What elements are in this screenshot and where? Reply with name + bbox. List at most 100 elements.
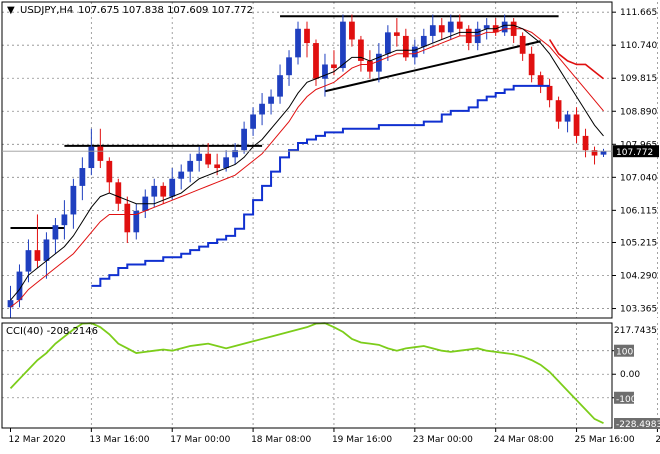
candle	[465, 25, 472, 51]
price-tick-label: 106.115	[620, 206, 657, 216]
candle-body	[528, 53, 535, 76]
time-tick-label: 17 Mar 00:00	[170, 435, 230, 445]
candle	[564, 110, 571, 133]
candle	[519, 32, 526, 61]
candle-body	[331, 64, 337, 69]
candle	[259, 93, 265, 126]
cci-tick-label: -100	[616, 395, 637, 405]
candle-body	[160, 185, 167, 197]
candle	[133, 203, 140, 240]
candle	[546, 78, 553, 108]
candle-body	[169, 178, 176, 197]
candle	[34, 214, 41, 269]
candle	[205, 143, 212, 169]
candle	[250, 107, 256, 136]
candle-body	[376, 53, 382, 72]
candle	[178, 164, 185, 190]
time-tick-label: 25 Mar 16:00	[575, 435, 635, 445]
candle-body	[196, 153, 203, 161]
candle-body	[106, 160, 113, 183]
candle-body	[313, 43, 319, 79]
candle	[340, 14, 346, 72]
candle-body	[187, 160, 194, 172]
price-tick-label: 105.215	[620, 238, 657, 248]
candle-body	[52, 225, 59, 240]
candle	[232, 143, 238, 165]
candle	[187, 153, 194, 183]
candle-body	[286, 57, 292, 76]
cci-pane	[2, 322, 612, 425]
trendline[interactable]	[324, 40, 541, 93]
candle	[591, 146, 598, 165]
candle	[124, 196, 131, 244]
candle	[169, 168, 176, 201]
candle	[115, 178, 122, 211]
stop-line	[91, 84, 550, 287]
indicator-label: CCI(40) -208.2146	[6, 326, 98, 337]
candle-body	[483, 25, 490, 29]
candle-body	[519, 35, 526, 54]
cci-line	[9, 322, 604, 425]
candles	[7, 14, 607, 318]
candle	[7, 285, 14, 318]
candle	[537, 71, 544, 94]
cci-min-marker	[614, 418, 660, 429]
candle-body	[555, 100, 562, 122]
current-price-label: 107.772	[616, 148, 653, 158]
time-tick-label: 12 Mar 2020	[8, 435, 65, 445]
candle-body	[349, 21, 355, 40]
candle	[295, 21, 301, 65]
candle	[411, 39, 418, 65]
candle	[384, 25, 391, 61]
chart-ohlc-label: 107.675 107.838 107.609 107.772	[78, 5, 253, 16]
candle-body	[322, 64, 328, 79]
candle-body	[151, 185, 158, 197]
candle-body	[393, 32, 400, 36]
candle-body	[438, 25, 445, 33]
candle-body	[43, 239, 50, 261]
candle	[196, 146, 203, 172]
price-tick-label: 109.815	[620, 74, 657, 84]
candle-body	[304, 28, 310, 44]
candle-body	[88, 146, 95, 169]
candle-body	[7, 300, 14, 308]
candle	[268, 89, 274, 115]
candle-body	[411, 46, 418, 58]
candle-body	[79, 168, 86, 186]
candle-body	[384, 32, 391, 54]
indicator-pane-frame	[1, 322, 613, 429]
candle	[79, 157, 86, 201]
candle-body	[214, 164, 221, 169]
candle-body	[501, 21, 508, 33]
time-tick-label: 23 Mar 00:00	[413, 435, 473, 445]
candle	[43, 232, 50, 279]
candle	[106, 157, 113, 194]
candle-body	[582, 135, 589, 151]
candle-body	[25, 250, 32, 272]
candle-body	[205, 153, 212, 165]
candle	[582, 128, 589, 158]
candle	[304, 21, 310, 58]
moving-averages	[10, 24, 605, 308]
candle	[402, 28, 409, 61]
candle	[349, 14, 355, 47]
candle	[447, 14, 454, 40]
candle-body	[259, 103, 265, 115]
candle-body	[447, 21, 454, 33]
candle	[52, 218, 59, 254]
candle	[429, 14, 436, 44]
candle-body	[97, 146, 104, 161]
cci-tick-label: 100	[616, 348, 633, 358]
window-menu-icon[interactable]: ▼	[7, 5, 15, 16]
candle-body	[34, 250, 41, 261]
candle-body	[429, 25, 436, 36]
candle-body	[115, 182, 122, 204]
candle	[313, 39, 319, 86]
time-tick-label: 19 Mar 16:00	[332, 435, 392, 445]
time-tick-label: 24 Mar 08:00	[494, 435, 554, 445]
candle-body	[295, 28, 301, 58]
price-tick-label: 111.665	[620, 8, 657, 18]
candle-body	[537, 75, 544, 86]
